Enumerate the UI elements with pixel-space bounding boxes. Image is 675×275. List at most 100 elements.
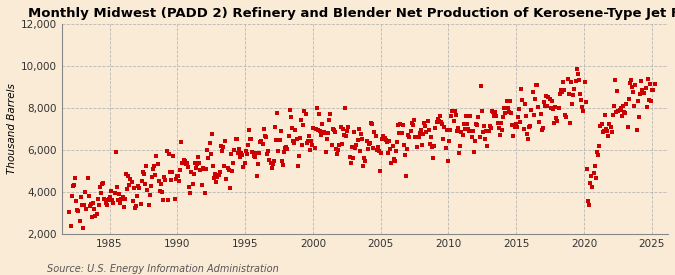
Point <box>217 148 227 153</box>
Point <box>500 111 511 116</box>
Point <box>418 132 429 137</box>
Point <box>515 120 526 125</box>
Point <box>177 160 188 165</box>
Point <box>354 149 365 153</box>
Point <box>518 127 529 131</box>
Point <box>107 198 117 202</box>
Point <box>327 127 338 131</box>
Point <box>499 106 510 110</box>
Point <box>472 123 483 127</box>
Point <box>286 114 296 119</box>
Point <box>384 139 395 143</box>
Point <box>230 137 241 141</box>
Text: Source: U.S. Energy Information Administration: Source: U.S. Energy Information Administ… <box>47 264 279 274</box>
Point <box>86 202 97 207</box>
Point <box>80 190 90 195</box>
Point <box>604 122 615 127</box>
Point <box>562 77 573 81</box>
Point <box>351 142 362 147</box>
Point <box>487 110 498 114</box>
Point <box>550 104 561 109</box>
Point <box>160 178 171 182</box>
Point <box>144 192 155 197</box>
Point <box>140 182 151 187</box>
Point <box>252 162 263 166</box>
Point <box>428 156 439 160</box>
Point <box>284 108 295 112</box>
Point <box>341 134 352 138</box>
Point <box>632 99 643 103</box>
Point <box>141 163 152 168</box>
Point <box>324 118 335 123</box>
Point <box>415 128 426 132</box>
Point <box>502 98 512 103</box>
Point <box>228 161 239 166</box>
Point <box>262 152 273 156</box>
Point <box>598 129 609 133</box>
Point <box>418 120 429 125</box>
Point <box>579 80 590 85</box>
Point <box>439 125 450 129</box>
Point <box>217 144 228 149</box>
Point <box>235 155 246 159</box>
Point <box>272 111 283 116</box>
Point <box>81 207 92 211</box>
Point <box>505 99 516 103</box>
Point <box>597 130 608 134</box>
Point <box>470 122 481 127</box>
Point <box>334 143 345 147</box>
Point <box>605 125 616 130</box>
Point <box>603 134 614 139</box>
Point <box>626 84 637 89</box>
Point <box>492 121 503 125</box>
Point <box>443 139 454 144</box>
Point <box>265 161 276 165</box>
Point <box>440 146 451 151</box>
Point <box>131 204 142 208</box>
Point <box>589 164 600 168</box>
Point <box>429 144 439 148</box>
Point <box>93 203 104 207</box>
Point <box>98 180 109 185</box>
Point <box>205 152 216 156</box>
Point <box>328 127 339 132</box>
Point <box>167 170 178 175</box>
Point <box>126 180 137 184</box>
Point <box>567 101 578 106</box>
Point <box>99 197 110 201</box>
Point <box>118 205 129 209</box>
Point <box>447 109 458 113</box>
Point <box>301 140 312 145</box>
Point <box>389 159 400 163</box>
Point <box>443 159 454 163</box>
Point <box>391 149 402 153</box>
Point <box>317 122 328 127</box>
Point <box>188 172 199 176</box>
Point <box>195 167 206 172</box>
Point <box>96 191 107 196</box>
Point <box>572 72 583 76</box>
Point <box>103 197 114 201</box>
Point <box>613 109 624 114</box>
Point <box>202 148 213 152</box>
Point <box>514 107 524 111</box>
Point <box>106 189 117 194</box>
Point <box>569 86 580 91</box>
Point <box>163 152 174 156</box>
Point <box>544 97 555 101</box>
Point <box>116 197 127 201</box>
Point <box>109 191 120 195</box>
Point <box>364 141 375 145</box>
Point <box>517 97 528 102</box>
Point <box>624 81 635 86</box>
Point <box>571 66 582 71</box>
Point <box>558 80 568 84</box>
Point <box>394 131 405 136</box>
Point <box>321 137 332 141</box>
Point <box>134 186 145 190</box>
Point <box>386 161 397 166</box>
Point <box>302 139 313 144</box>
Point <box>132 194 142 198</box>
Point <box>559 88 570 92</box>
Point <box>497 128 508 132</box>
